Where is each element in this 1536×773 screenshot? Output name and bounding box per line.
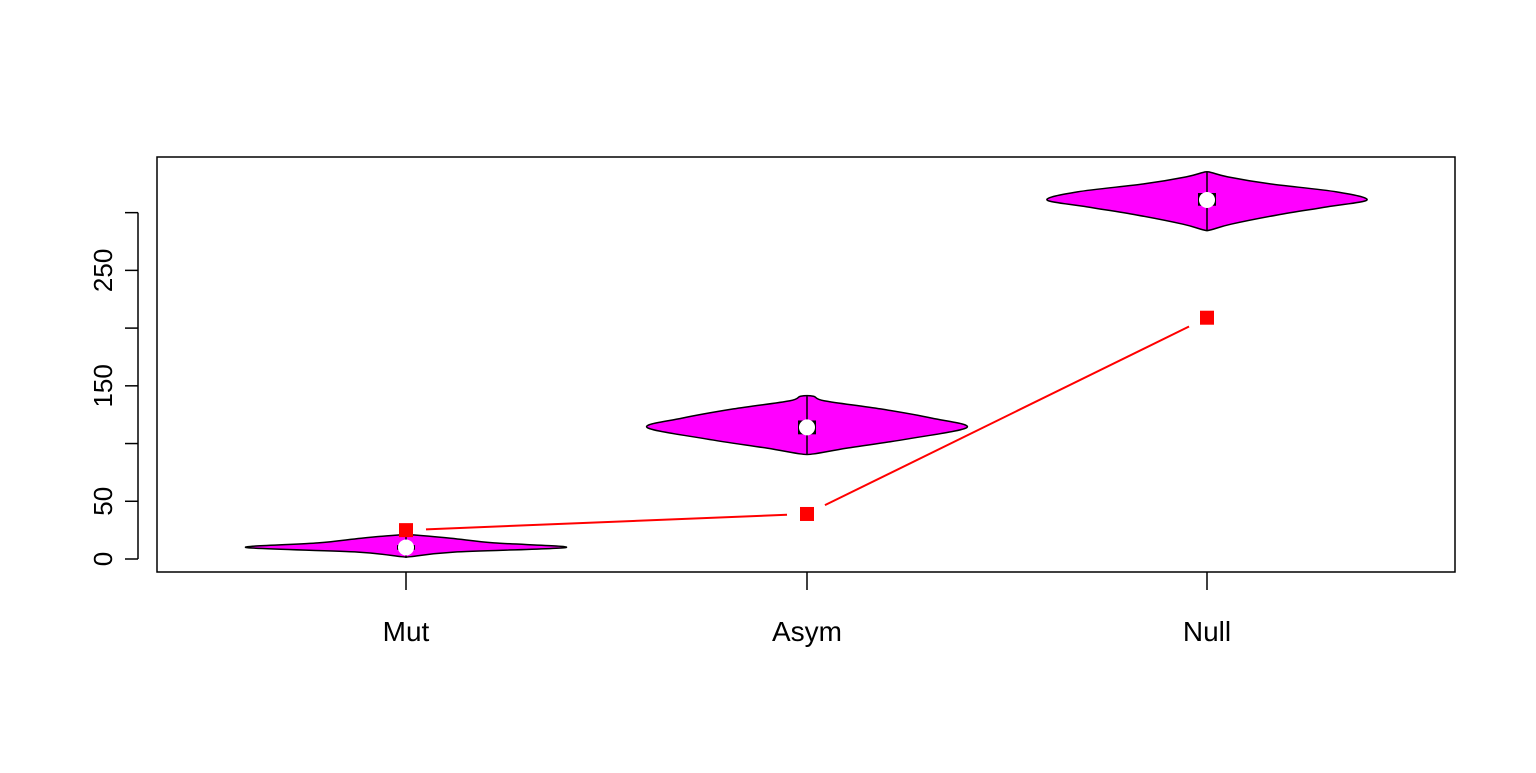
y-tick-label: 150 bbox=[88, 364, 118, 407]
overlay-series-layer bbox=[399, 310, 1214, 538]
overlay-line-segment bbox=[824, 325, 1190, 507]
y-tick-label: 50 bbox=[88, 487, 118, 516]
violin-mut bbox=[245, 533, 567, 559]
overlay-point bbox=[800, 506, 814, 521]
x-tick-label: Null bbox=[1183, 616, 1231, 647]
violin-asym bbox=[646, 394, 968, 456]
x-tick-label: Mut bbox=[383, 616, 430, 647]
violin-median-point bbox=[1199, 191, 1215, 208]
overlay-point bbox=[399, 523, 413, 538]
overlay-point bbox=[1200, 310, 1214, 325]
x-axis: Mut Asym Null bbox=[383, 572, 1231, 647]
y-tick-label: 0 bbox=[88, 552, 118, 566]
x-tick-label: Asym bbox=[772, 616, 842, 647]
plot-frame bbox=[156, 156, 1456, 573]
y-axis: 0 50 150 250 bbox=[88, 211, 139, 566]
violins-layer bbox=[245, 170, 1368, 559]
y-tick-label: 250 bbox=[88, 249, 118, 292]
violin-null bbox=[1046, 170, 1368, 232]
overlay-line-segment bbox=[425, 513, 788, 531]
violin-median-point bbox=[799, 419, 815, 436]
violin-median-point bbox=[398, 539, 414, 556]
